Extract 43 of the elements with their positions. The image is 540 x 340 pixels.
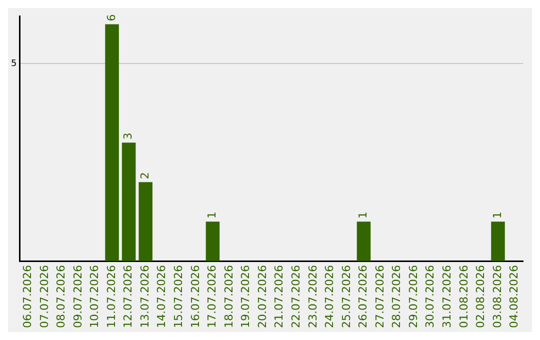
x-tick-label: 11.07.2026 [104,265,118,328]
bar [138,182,152,262]
x-tick-label: 30.07.2026 [424,265,437,328]
x-tick-label: 18.07.2026 [222,265,236,328]
x-tick-label: 25.07.2026 [340,265,353,328]
x-tick-label: 31.07.2026 [440,265,454,328]
x-tick-label: 23.07.2026 [306,265,320,328]
x-tick-label: 27.07.2026 [373,265,386,328]
x-tick-label: 13.07.2026 [138,265,152,328]
data-label: 2 [138,172,152,180]
data-label: 1 [490,212,504,219]
y-tick-label: 5 [10,59,17,70]
x-tick-label: 12.07.2026 [122,265,135,328]
x-tick-label: 21.07.2026 [272,265,286,328]
x-tick-label: 17.07.2026 [206,265,219,328]
x-tick-label: 01.08.2026 [457,265,470,328]
bar [356,222,371,262]
bar [491,222,505,262]
data-label: 1 [206,212,219,219]
data-label: 3 [122,132,135,140]
bar [105,24,119,262]
x-tick-label: 07.07.2026 [38,265,51,328]
x-tick-label: 15.07.2026 [172,265,186,328]
x-tick-label: 03.08.2026 [490,265,504,328]
x-tick-label: 14.07.2026 [155,265,168,328]
x-tick-label: 08.07.2026 [54,265,68,328]
x-tick-label: 29.07.2026 [406,265,420,328]
x-tick-label: 26.07.2026 [356,265,370,328]
data-label: 1 [356,212,370,219]
bar [122,142,136,262]
data-label: 6 [104,14,118,22]
x-tick-label: 06.07.2026 [20,265,34,328]
x-tick-label: 10.07.2026 [88,265,102,328]
x-tick-label: 28.07.2026 [390,265,404,328]
x-tick-label: 09.07.2026 [71,265,84,328]
x-tick-label: 20.07.2026 [256,265,269,328]
x-tick-label: 24.07.2026 [323,265,336,328]
x-tick-label: 16.07.2026 [188,265,202,328]
x-tick-label: 04.08.2026 [508,265,521,328]
x-tick-label: 22.07.2026 [289,265,302,328]
x-tick-label: 19.07.2026 [239,265,252,328]
bar [206,222,220,262]
x-tick-label: 02.08.2026 [474,265,488,328]
